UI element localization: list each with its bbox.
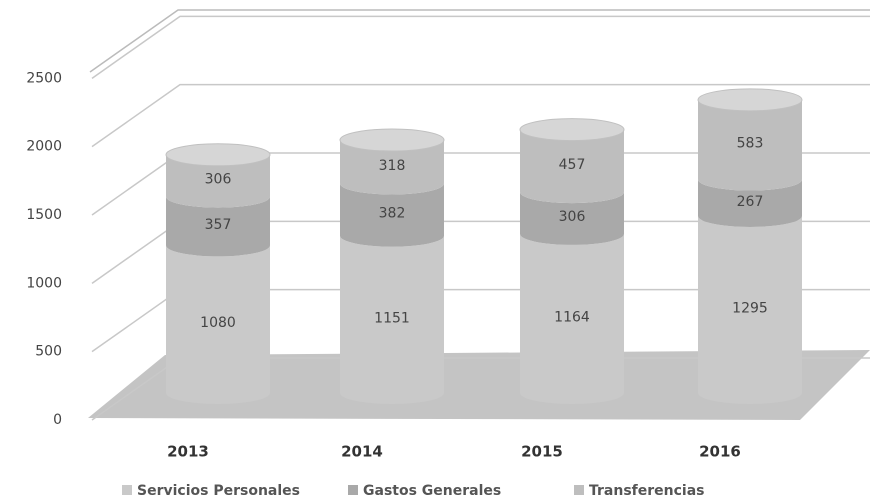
- cylinder-segment: [166, 196, 270, 257]
- y-tick-label: 1000: [26, 275, 62, 291]
- x-tick-label: 2015: [521, 443, 563, 461]
- cylinder-segment: [520, 129, 624, 204]
- data-label: 357: [205, 217, 232, 233]
- cylinder-segment: [520, 192, 624, 245]
- y-tick-label: 1500: [26, 207, 62, 223]
- cylinder-segment: [698, 179, 802, 228]
- cylinder-top: [697, 88, 803, 112]
- cylinder-top: [165, 143, 271, 167]
- wall-edge: [89, 9, 870, 73]
- cylinder-segment: [698, 216, 802, 404]
- cylinder-segment: [698, 99, 802, 191]
- y-tick-label: 500: [35, 344, 62, 360]
- y-tick-label: 2500: [26, 70, 62, 86]
- cylinder-top: [519, 118, 625, 142]
- x-tick-label: 2013: [167, 443, 209, 461]
- x-tick-label: 2016: [699, 443, 741, 461]
- cylinder-segment: [340, 140, 444, 195]
- legend-label: Gastos Generales: [363, 483, 501, 499]
- data-label: 318: [379, 158, 406, 174]
- y-tick-label: 0: [53, 412, 62, 428]
- cylinder-segment: [340, 235, 444, 404]
- grid-line: [91, 83, 870, 148]
- legend-swatch: [348, 485, 358, 495]
- legend-swatch: [122, 485, 132, 495]
- y-tick-label: 2000: [26, 139, 62, 155]
- data-label: 583: [737, 136, 764, 152]
- data-label: 306: [559, 209, 586, 225]
- floor: [88, 350, 870, 420]
- data-label: 1151: [374, 310, 410, 326]
- cylinder-segment: [520, 233, 624, 404]
- data-label: 306: [205, 172, 232, 188]
- cylinder-segment: [340, 183, 444, 247]
- data-label: 457: [559, 157, 586, 173]
- legend-swatch: [574, 485, 584, 495]
- data-label: 1295: [732, 301, 768, 317]
- cylinder-segment: [166, 245, 270, 404]
- data-label: 1080: [200, 315, 236, 331]
- cylinder-top: [339, 128, 445, 152]
- data-label: 382: [379, 206, 406, 222]
- x-tick-label: 2014: [341, 443, 383, 461]
- grid-line: [91, 15, 870, 79]
- legend-label: Transferencias: [589, 483, 705, 499]
- data-label: 267: [737, 194, 764, 210]
- legend-label: Servicios Personales: [137, 483, 300, 499]
- data-label: 1164: [554, 309, 590, 325]
- cylinder-segment: [166, 154, 270, 208]
